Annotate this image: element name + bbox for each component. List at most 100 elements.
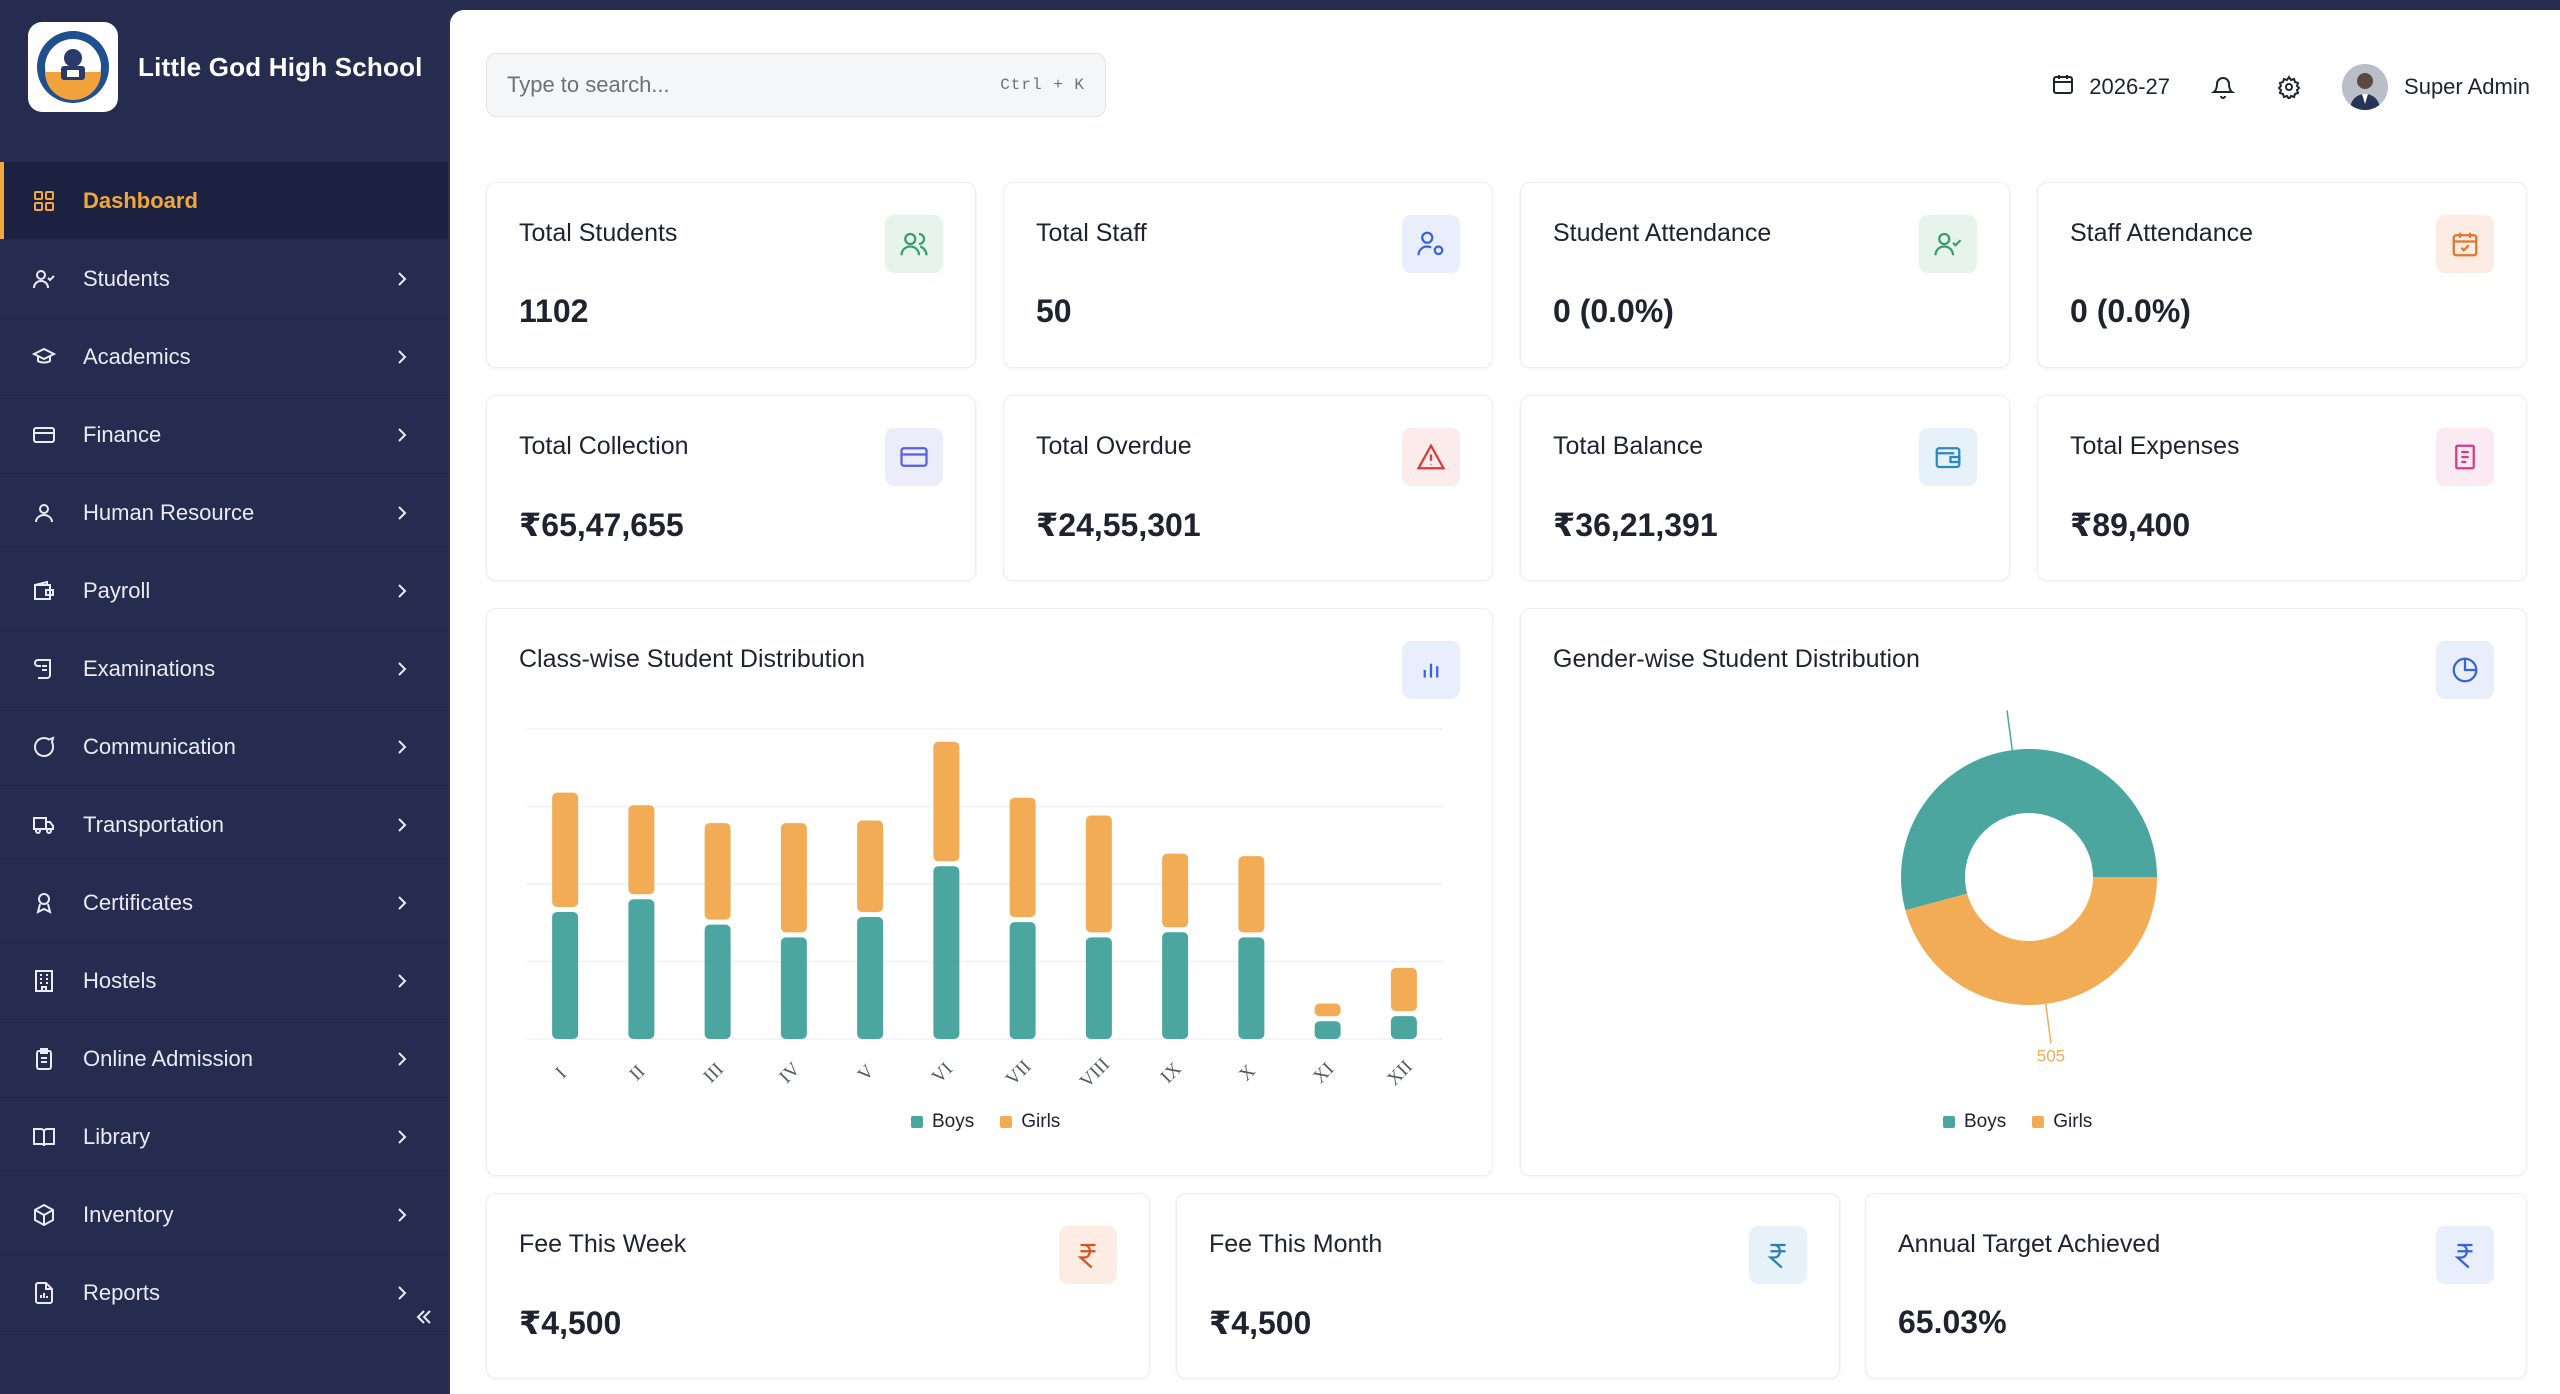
chevron-right-icon (392, 1123, 412, 1151)
stat-value: ₹89,400 (2070, 507, 2191, 543)
tick-label-VI: VI (928, 1059, 957, 1088)
receipt-icon (2436, 428, 2494, 486)
sidebar-item-hostels[interactable]: Hostels (0, 942, 448, 1020)
chevron-right-icon (392, 1045, 412, 1073)
tick-label-XI: XI (1309, 1059, 1338, 1088)
legend-item-girls[interactable]: Girls (2032, 1111, 2092, 1133)
sidebar: Little God High School Dashboard Student… (0, 0, 448, 1394)
legend-label: Girls (1021, 1111, 1061, 1132)
users-icon (885, 215, 943, 273)
building-icon (30, 967, 58, 995)
fee-title: Fee This Month (1209, 1230, 1383, 1258)
academic-year-selector[interactable]: 2026-27 (2051, 72, 2170, 102)
chevron-right-icon (392, 265, 412, 293)
bar-boys-VIII (1085, 937, 1112, 1039)
message-circle-icon (30, 733, 58, 761)
stat-card-student-attendance: Student Attendance 0 (0.0%) (1520, 182, 2010, 368)
chart-title: Class-wise Student Distribution (519, 645, 865, 673)
chevron-right-icon (392, 499, 412, 527)
bar-boys-III (704, 924, 731, 1039)
scroll-icon (30, 655, 58, 683)
sidebar-item-label: Dashboard (83, 187, 198, 213)
bar-boys-V (857, 917, 884, 1039)
sidebar-item-label: Library (83, 1123, 151, 1149)
book-open-icon (30, 1123, 58, 1151)
slice-value-label: 505 (2037, 1047, 2065, 1066)
stat-title: Total Balance (1553, 432, 1704, 460)
header-actions: 2026-27 Super Admin (2051, 62, 2530, 112)
bar-boys-X (1238, 937, 1265, 1039)
slice-label-line (2044, 1003, 2052, 1044)
sidebar-item-online-admission[interactable]: Online Admission (0, 1020, 448, 1098)
bar-girls-II (628, 805, 655, 895)
stat-title: Total Expenses (2070, 432, 2240, 460)
sidebar-item-finance[interactable]: Finance (0, 396, 448, 474)
stat-title: Total Collection (519, 432, 689, 460)
sidebar-item-human-resource[interactable]: Human Resource (0, 474, 448, 552)
chart-title: Gender-wise Student Distribution (1553, 645, 1920, 673)
stat-title: Student Attendance (1553, 219, 1772, 247)
bar-chart-icon[interactable] (1402, 641, 1460, 699)
sidebar-item-certificates[interactable]: Certificates (0, 864, 448, 942)
chevron-right-icon (392, 1279, 412, 1307)
legend-label: Girls (2053, 1111, 2093, 1132)
legend-item-girls[interactable]: Girls (1000, 1111, 1060, 1133)
legend-swatch (2032, 1116, 2045, 1128)
bar-girls-VIII (1085, 815, 1112, 933)
bar-girls-XI (1314, 1003, 1341, 1017)
bar-girls-XII (1390, 967, 1417, 1012)
grid-icon (30, 187, 58, 215)
bar-girls-X (1238, 856, 1265, 933)
fee-title: Fee This Week (519, 1230, 687, 1258)
bar-boys-I (552, 911, 579, 1039)
wallet-icon (30, 577, 58, 605)
bar-chart-legend: Boys Girls (911, 1111, 1086, 1133)
avatar[interactable] (2342, 64, 2389, 110)
academic-year: 2026-27 (2089, 74, 2171, 99)
search-bar[interactable]: Ctrl + K (486, 53, 1106, 117)
stat-value: ₹36,21,391 (1553, 507, 1718, 543)
brand[interactable]: Little God High School (28, 22, 423, 112)
bar-boys-VII (1009, 922, 1036, 1039)
bar-boys-VI (933, 866, 960, 1039)
sidebar-item-label: Students (83, 265, 170, 291)
sidebar-item-library[interactable]: Library (0, 1098, 448, 1176)
bell-icon[interactable] (2210, 74, 2236, 100)
legend-label: Boys (1964, 1111, 2007, 1132)
sidebar-item-transportation[interactable]: Transportation (0, 786, 448, 864)
stat-value: 1102 (519, 293, 589, 329)
sidebar-item-label: Communication (83, 733, 236, 759)
main-content: Ctrl + K 2026-27 Super Admin Total Stude… (450, 10, 2560, 1394)
sidebar-item-students[interactable]: Students (0, 240, 448, 318)
sidebar-item-inventory[interactable]: Inventory (0, 1176, 448, 1254)
bar-boys-XI (1314, 1021, 1341, 1039)
stat-title: Total Staff (1036, 219, 1147, 247)
tick-label-X: X (1235, 1061, 1260, 1086)
sidebar-item-communication[interactable]: Communication (0, 708, 448, 786)
sidebar-item-label: Inventory (83, 1201, 174, 1227)
sidebar-item-academics[interactable]: Academics (0, 318, 448, 396)
chevron-right-icon (392, 343, 412, 371)
sidebar-item-reports[interactable]: Reports (0, 1254, 448, 1332)
search-input[interactable] (507, 72, 1001, 98)
sidebar-item-label: Academics (83, 343, 191, 369)
bar-boys-XII (1390, 1016, 1417, 1039)
user-cog-icon (1402, 215, 1460, 273)
chevron-right-icon (392, 577, 412, 605)
legend-item-boys[interactable]: Boys (1943, 1111, 2006, 1133)
school-name: Little God High School (138, 51, 423, 82)
gear-icon[interactable] (2276, 74, 2302, 100)
collapse-sidebar-button[interactable] (410, 1305, 438, 1333)
sidebar-item-examinations[interactable]: Examinations (0, 630, 448, 708)
alert-triangle-icon (1402, 428, 1460, 486)
user-name[interactable]: Super Admin (2404, 74, 2530, 99)
sidebar-item-dashboard[interactable]: Dashboard (0, 162, 448, 240)
credit-card-icon (30, 421, 58, 449)
stat-title: Total Students (519, 219, 678, 247)
user-check-icon (1919, 215, 1977, 273)
search-shortcut-hint: Ctrl + K (1000, 76, 1085, 94)
bar-girls-VII (1009, 797, 1036, 918)
legend-item-boys[interactable]: Boys (911, 1111, 974, 1133)
sidebar-item-payroll[interactable]: Payroll (0, 552, 448, 630)
pie-chart-icon[interactable] (2436, 641, 2494, 699)
